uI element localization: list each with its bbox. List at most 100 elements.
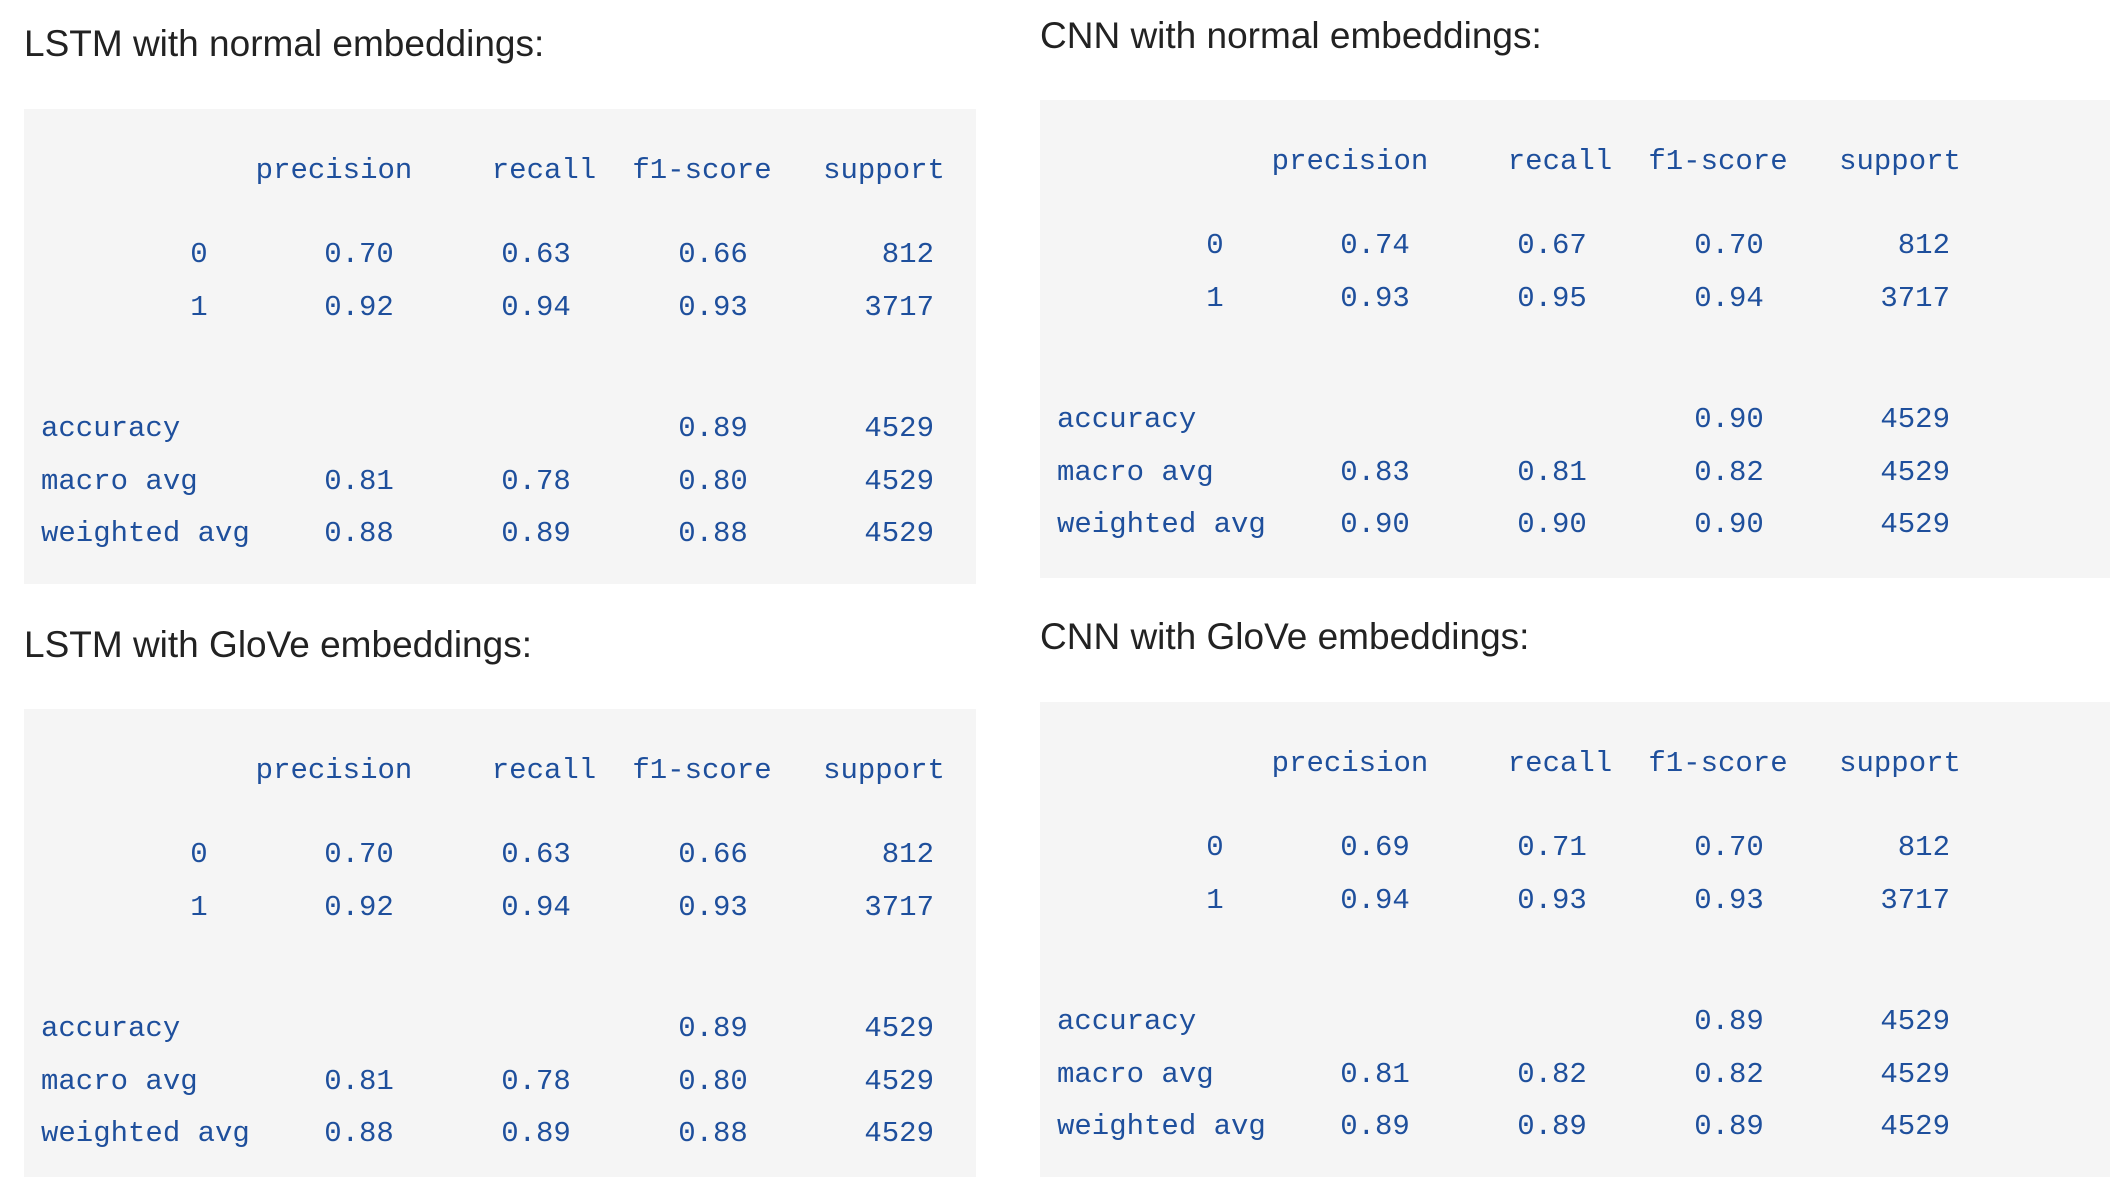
row-label: 0: [1206, 229, 1224, 262]
header-precision: precision: [255, 154, 413, 187]
header-recall: recall: [491, 154, 597, 187]
cell-recall: 0.67: [1517, 229, 1587, 262]
cell-precision: 0.70: [324, 838, 394, 871]
cell-f1: 0.88: [678, 1117, 748, 1150]
cell-recall: 0.63: [501, 238, 571, 271]
cell-f1: 0.89: [1694, 1110, 1764, 1143]
row-label: weighted avg: [41, 517, 250, 550]
cell-precision: 0.89: [1340, 1110, 1410, 1143]
header-f1-score: f1-score: [632, 754, 772, 787]
row-label: macro avg: [41, 465, 198, 498]
cell-recall: 0.90: [1517, 508, 1587, 541]
cell-f1: 0.82: [1694, 456, 1764, 489]
classification-report: precision recall f1-score support 0 0.70…: [24, 709, 976, 1177]
row-label: macro avg: [41, 1065, 198, 1098]
panel-lstm-glove: LSTM with GloVe embeddings: precision re…: [24, 625, 976, 1177]
cell-precision: 0.92: [324, 291, 394, 324]
header-f1-score: f1-score: [1648, 145, 1788, 178]
row-label: weighted avg: [1057, 508, 1266, 541]
header-support: support: [1839, 747, 1961, 780]
cell-precision: 0.83: [1340, 456, 1410, 489]
cell-f1: 0.93: [678, 891, 748, 924]
cell-precision: 0.92: [324, 891, 394, 924]
cell-recall: 0.93: [1517, 884, 1587, 917]
cell-precision: 0.94: [1340, 884, 1410, 917]
cell-precision: 0.81: [324, 465, 394, 498]
row-label: 0: [1206, 831, 1224, 864]
row-label: accuracy: [41, 412, 181, 445]
row-label: 1: [190, 891, 208, 924]
row-label: weighted avg: [1057, 1110, 1266, 1143]
cell-f1: 0.80: [678, 1065, 748, 1098]
cell-support: 3717: [864, 291, 934, 324]
cell-support: 3717: [1880, 282, 1950, 315]
row-label: macro avg: [1057, 1058, 1214, 1091]
cell-recall: 0.89: [501, 1117, 571, 1150]
row-label: accuracy: [41, 1012, 181, 1045]
cell-support: 4529: [864, 1117, 934, 1150]
cell-precision: 0.81: [324, 1065, 394, 1098]
cell-f1: 0.89: [1694, 1005, 1764, 1038]
panel-title: CNN with normal embeddings:: [1040, 15, 1542, 56]
classification-report: precision recall f1-score support 0 0.70…: [24, 109, 976, 584]
cell-precision: 0.93: [1340, 282, 1410, 315]
header-support: support: [823, 754, 945, 787]
cell-f1: 0.90: [1694, 508, 1764, 541]
cell-precision: 0.90: [1340, 508, 1410, 541]
row-label: accuracy: [1057, 403, 1197, 436]
header-support: support: [1839, 145, 1961, 178]
row-label: 0: [190, 238, 208, 271]
cell-support: 4529: [1880, 1005, 1950, 1038]
cell-recall: 0.94: [501, 291, 571, 324]
cell-support: 812: [1897, 831, 1950, 864]
cell-recall: 0.63: [501, 838, 571, 871]
header-f1-score: f1-score: [632, 154, 772, 187]
cell-support: 4529: [1880, 403, 1950, 436]
cell-support: 4529: [864, 1012, 934, 1045]
cell-support: 812: [1897, 229, 1950, 262]
header-recall: recall: [491, 754, 597, 787]
cell-support: 4529: [864, 465, 934, 498]
cell-f1: 0.94: [1694, 282, 1764, 315]
cell-recall: 0.95: [1517, 282, 1587, 315]
cell-f1: 0.93: [678, 291, 748, 324]
cell-recall: 0.89: [1517, 1110, 1587, 1143]
cell-recall: 0.89: [501, 517, 571, 550]
row-label: weighted avg: [41, 1117, 250, 1150]
cell-precision: 0.74: [1340, 229, 1410, 262]
cell-f1: 0.93: [1694, 884, 1764, 917]
row-label: 0: [190, 838, 208, 871]
cell-precision: 0.70: [324, 238, 394, 271]
cell-recall: 0.81: [1517, 456, 1587, 489]
panel-cnn-normal: CNN with normal embeddings: precision re…: [1040, 16, 2110, 578]
cell-support: 4529: [864, 1065, 934, 1098]
cell-precision: 0.88: [324, 1117, 394, 1150]
row-label: macro avg: [1057, 456, 1214, 489]
cell-precision: 0.88: [324, 517, 394, 550]
panel-title: LSTM with GloVe embeddings:: [24, 624, 532, 665]
panel-title: CNN with GloVe embeddings:: [1040, 616, 1530, 657]
cell-support: 4529: [864, 412, 934, 445]
row-label: 1: [1206, 282, 1224, 315]
cell-f1: 0.70: [1694, 831, 1764, 864]
cell-recall: 0.78: [501, 1065, 571, 1098]
cell-precision: 0.69: [1340, 831, 1410, 864]
row-label: 1: [1206, 884, 1224, 917]
cell-f1: 0.89: [678, 1012, 748, 1045]
cell-f1: 0.88: [678, 517, 748, 550]
panel-lstm-normal: LSTM with normal embeddings: precision r…: [24, 24, 976, 584]
cell-support: 3717: [864, 891, 934, 924]
header-recall: recall: [1507, 747, 1613, 780]
row-label: accuracy: [1057, 1005, 1197, 1038]
cell-support: 4529: [1880, 508, 1950, 541]
cell-f1: 0.82: [1694, 1058, 1764, 1091]
cell-support: 812: [881, 838, 934, 871]
header-precision: precision: [1271, 145, 1429, 178]
cell-support: 3717: [1880, 884, 1950, 917]
cell-recall: 0.82: [1517, 1058, 1587, 1091]
cell-recall: 0.78: [501, 465, 571, 498]
classification-report: precision recall f1-score support 0 0.69…: [1040, 702, 2110, 1177]
cell-recall: 0.94: [501, 891, 571, 924]
panel-cnn-glove: CNN with GloVe embeddings: precision rec…: [1040, 617, 2110, 1177]
header-precision: precision: [255, 754, 413, 787]
